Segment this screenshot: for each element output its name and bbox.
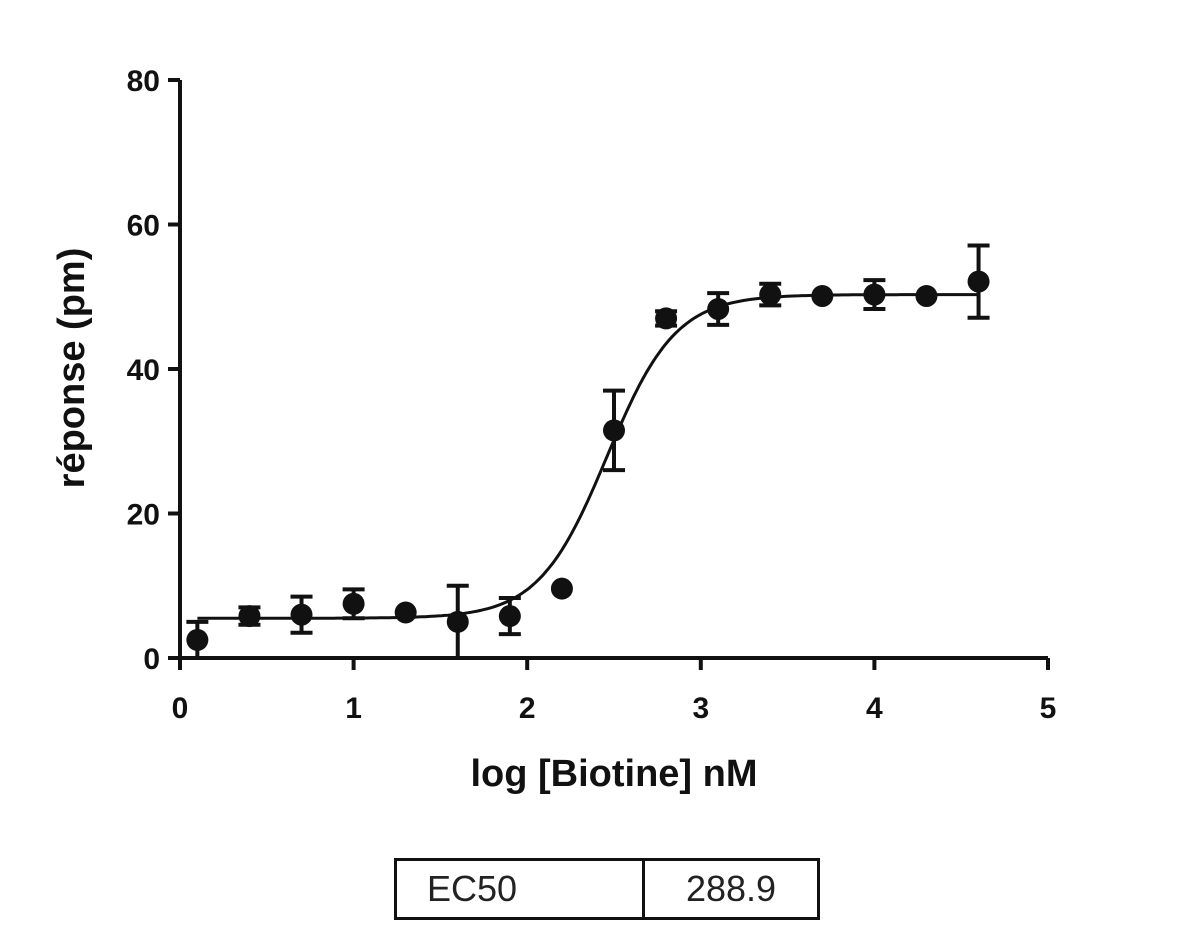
data-point bbox=[186, 619, 209, 660]
data-point bbox=[915, 285, 938, 308]
point-marker bbox=[967, 270, 990, 293]
x-tick-label: 2 bbox=[519, 692, 536, 725]
data-point bbox=[394, 601, 417, 624]
point-marker bbox=[550, 577, 573, 600]
y-axis-title: réponse (pm) bbox=[51, 248, 93, 489]
point-marker bbox=[238, 605, 261, 628]
data-points bbox=[186, 243, 990, 660]
point-marker bbox=[655, 307, 678, 330]
point-marker bbox=[603, 419, 625, 442]
point-marker bbox=[863, 283, 886, 306]
point-marker bbox=[186, 628, 209, 651]
point-marker bbox=[811, 285, 834, 308]
data-point bbox=[342, 587, 365, 621]
y-tick-label: 80 bbox=[127, 65, 160, 98]
axes bbox=[178, 80, 1048, 660]
data-point bbox=[655, 307, 678, 330]
y-tick-label: 40 bbox=[127, 354, 160, 387]
point-marker bbox=[707, 298, 730, 321]
data-point bbox=[550, 577, 573, 600]
x-tick-label: 5 bbox=[1040, 692, 1057, 725]
data-point bbox=[707, 291, 730, 327]
point-marker bbox=[498, 605, 521, 628]
x-tick-label: 1 bbox=[345, 692, 362, 725]
data-point bbox=[446, 583, 469, 660]
point-marker bbox=[446, 610, 469, 633]
x-axis-title: log [Biotine] nM bbox=[470, 753, 757, 795]
data-point bbox=[238, 605, 261, 628]
x-tick-label: 4 bbox=[866, 692, 883, 725]
x-tick-label: 0 bbox=[172, 692, 189, 725]
fit-curve bbox=[197, 293, 979, 620]
y-tick-label: 20 bbox=[127, 499, 160, 532]
x-tick-label: 3 bbox=[692, 692, 709, 725]
data-point bbox=[290, 594, 313, 635]
point-marker bbox=[915, 285, 938, 308]
data-point bbox=[498, 596, 521, 637]
point-marker bbox=[342, 592, 365, 615]
ec50-value: 288.9 bbox=[685, 868, 777, 909]
ec50-table: EC50 288.9 bbox=[394, 858, 820, 920]
point-marker bbox=[394, 601, 417, 624]
point-marker bbox=[759, 283, 782, 306]
ec50-label: EC50 bbox=[397, 861, 645, 917]
ticks: 0 20 40 60 80 0 1 2 3 4 5 bbox=[127, 65, 1057, 725]
data-point bbox=[759, 281, 782, 308]
data-point bbox=[967, 243, 990, 320]
y-tick-label: 60 bbox=[127, 210, 160, 243]
data-point bbox=[863, 278, 886, 312]
dose-response-chart: 0 20 40 60 80 0 1 2 3 4 5 log [Biotine] nM réponse… bbox=[51, 65, 1057, 795]
y-tick-label: 0 bbox=[143, 643, 160, 676]
data-point bbox=[603, 388, 625, 473]
point-marker bbox=[290, 603, 313, 626]
data-point bbox=[811, 285, 834, 308]
